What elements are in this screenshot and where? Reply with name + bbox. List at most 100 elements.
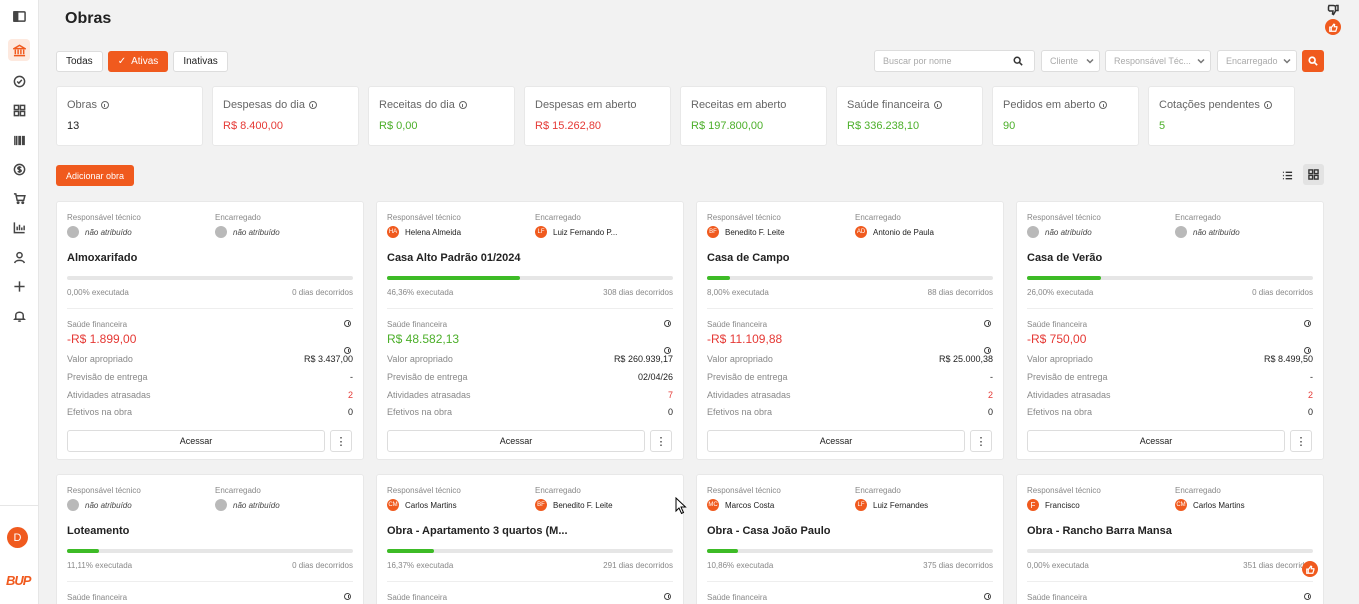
encarregado-person: LF Luiz Fernando P... [535, 226, 617, 238]
role-labels: Responsável técnico Encarregado [1027, 486, 1315, 495]
info-icon[interactable] [100, 101, 109, 109]
thumbs-up-icon[interactable] [1325, 19, 1341, 35]
previsao-label: Previsão de entrega [1027, 372, 1108, 382]
search-input[interactable] [883, 56, 1013, 66]
atividades-row: Atividades atrasadas 7 [387, 390, 673, 400]
efetivos-label: Efetivos na obra [387, 407, 453, 417]
clock-icon[interactable] [984, 593, 991, 600]
sidebar-divider [0, 505, 39, 506]
responsavel-person: não atribuído [67, 499, 132, 511]
plus-icon[interactable] [8, 275, 30, 297]
list-view-button[interactable] [1278, 166, 1296, 184]
dollar-icon[interactable] [8, 158, 30, 180]
clock-icon[interactable] [984, 320, 991, 327]
search-button[interactable] [1302, 50, 1324, 72]
responsavel-name: não atribuído [85, 500, 132, 510]
chevron-down-icon [1283, 58, 1291, 64]
obra-title: Casa de Campo [707, 252, 790, 264]
info-icon[interactable] [1263, 101, 1272, 109]
clock-icon[interactable] [344, 320, 351, 327]
clock-icon[interactable] [984, 347, 991, 354]
tab-ativas[interactable]: ✓ Ativas [107, 51, 169, 72]
atividades-value: 7 [667, 390, 673, 400]
tab-inativas[interactable]: Inativas [173, 51, 228, 72]
progress-bar [1027, 276, 1313, 280]
avatar: HA [387, 226, 399, 238]
executada-text: 26,00% executada [1027, 288, 1094, 297]
bank-icon[interactable] [8, 39, 30, 61]
panel-toggle-icon[interactable] [8, 5, 30, 27]
encarregado-name: não atribuído [1193, 227, 1240, 237]
search-icon [1308, 56, 1318, 66]
atividades-value: 2 [987, 390, 993, 400]
obra-title: Obra - Apartamento 3 quartos (M... [387, 525, 568, 537]
responsavel-label: Responsável técnico [387, 486, 461, 495]
clock-icon[interactable] [664, 593, 671, 600]
responsavel-person: MC Marcos Costa [707, 499, 774, 511]
more-options-button[interactable]: ⋮ [970, 430, 992, 452]
cliente-select[interactable]: Cliente [1041, 50, 1100, 72]
encarregado-person: BF Benedito F. Leite [535, 499, 613, 511]
clock-icon[interactable] [344, 347, 351, 354]
stat-label: Receitas em aberto [691, 99, 816, 111]
thumbs-down-icon[interactable] [1327, 3, 1339, 16]
acessar-button[interactable]: Acessar [387, 430, 645, 452]
cart-icon[interactable] [8, 187, 30, 209]
acessar-button[interactable]: Acessar [1027, 430, 1285, 452]
progress-bar [67, 276, 353, 280]
acessar-button[interactable]: Acessar [67, 430, 325, 452]
responsavel-select[interactable]: Responsável Téc... [1105, 50, 1211, 72]
tab-todas[interactable]: Todas [56, 51, 103, 72]
valor-label: Valor apropriado [1027, 354, 1093, 364]
clock-icon[interactable] [1304, 320, 1311, 327]
encarregado-person: não atribuído [215, 499, 280, 511]
responsavel-label: Responsável técnico [67, 486, 141, 495]
clock-icon[interactable] [1304, 347, 1311, 354]
more-options-button[interactable]: ⋮ [650, 430, 672, 452]
stat-card: Pedidos em aberto 90 [992, 86, 1139, 146]
progress-bar [707, 276, 993, 280]
responsavel-person: F Francisco [1027, 499, 1080, 511]
bell-icon[interactable] [8, 304, 30, 326]
stat-label-text: Receitas do dia [379, 99, 455, 111]
previsao-row: Previsão de entrega - [67, 372, 353, 382]
clock-icon[interactable] [664, 347, 671, 354]
stat-label-text: Despesas em aberto [535, 99, 637, 111]
more-options-button[interactable]: ⋮ [330, 430, 352, 452]
more-options-button[interactable]: ⋮ [1290, 430, 1312, 452]
obra-title: Obra - Casa João Paulo [707, 525, 831, 537]
user-icon[interactable] [8, 246, 30, 268]
add-obra-button[interactable]: Adicionar obra [56, 165, 135, 186]
grid-view-button[interactable] [1303, 164, 1324, 185]
clock-icon[interactable] [344, 593, 351, 600]
obra-title: Obra - Rancho Barra Mansa [1027, 525, 1172, 537]
avatar: AD [855, 226, 867, 238]
info-icon[interactable] [458, 101, 467, 109]
stat-label-text: Pedidos em aberto [1003, 99, 1096, 111]
progress-bar [387, 549, 673, 553]
clock-icon[interactable] [1304, 593, 1311, 600]
stat-label-text: Cotações pendentes [1159, 99, 1260, 111]
search-icon [1013, 56, 1023, 66]
thumbs-up-icon[interactable] [1302, 561, 1318, 577]
info-icon[interactable] [933, 101, 942, 109]
acessar-button[interactable]: Acessar [707, 430, 965, 452]
check-circle-icon[interactable] [8, 70, 30, 92]
saude-value: R$ 48.582,13 [387, 332, 460, 346]
clock-icon[interactable] [664, 320, 671, 327]
bar-chart-icon[interactable] [8, 216, 30, 238]
info-icon[interactable] [308, 101, 317, 109]
obra-title: Almoxarifado [67, 252, 138, 264]
barcode-icon[interactable] [8, 129, 30, 151]
encarregado-label: Encarregado [215, 213, 261, 222]
avatar: CM [387, 499, 399, 511]
chevron-down-icon [1197, 58, 1205, 64]
encarregado-select[interactable]: Encarregado [1217, 50, 1297, 72]
grid-icon[interactable] [8, 99, 30, 121]
obra-card: Responsável técnico Encarregado não atribu… [1016, 201, 1324, 460]
tab-ativas-label: Ativas [131, 56, 159, 67]
info-icon[interactable] [1099, 101, 1108, 109]
user-placeholder-icon [215, 226, 227, 238]
valor-value: R$ 260.939,17 [613, 354, 673, 364]
avatar[interactable]: D [7, 527, 28, 548]
